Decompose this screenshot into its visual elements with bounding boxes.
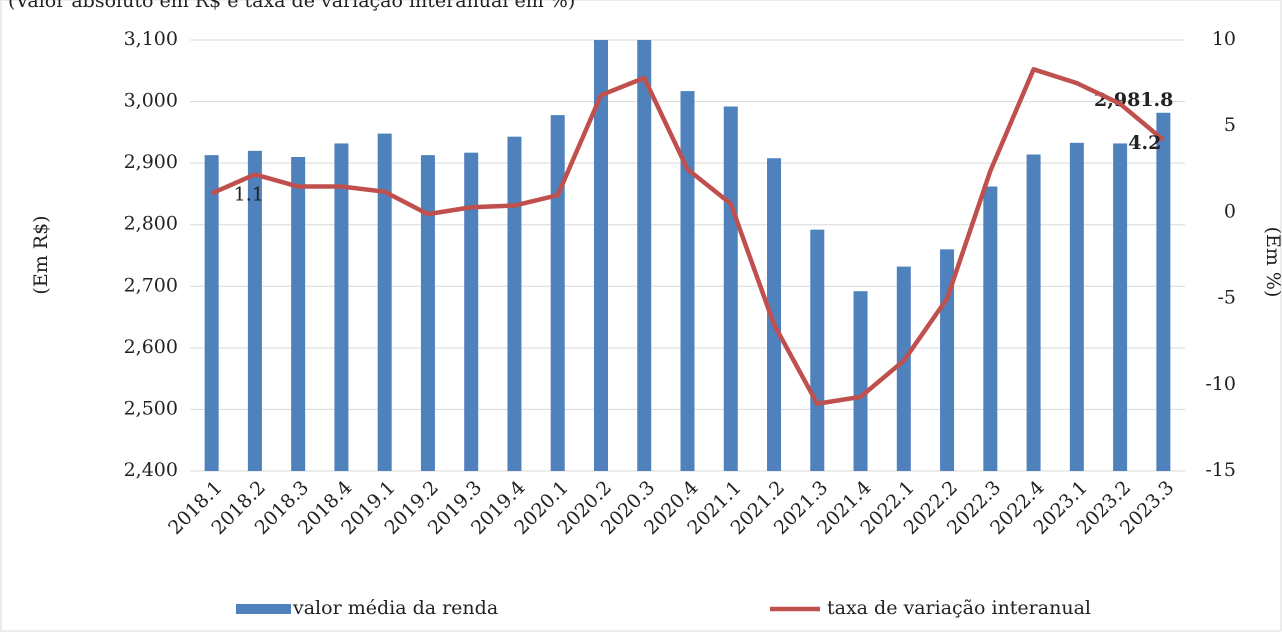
bar xyxy=(593,40,608,471)
bar xyxy=(1156,112,1171,471)
bar xyxy=(334,143,349,471)
y-tick-label: 2,700 xyxy=(124,274,178,296)
legend-label: taxa de variação interanual xyxy=(827,597,1091,619)
y2-tick-label: 5 xyxy=(1224,114,1236,136)
bar xyxy=(507,136,522,471)
y2-axis-label: (Em %) xyxy=(1262,227,1282,298)
bar xyxy=(464,152,479,471)
y-tick-label: 2,800 xyxy=(124,213,178,235)
legend-label: valor média da renda xyxy=(292,597,498,619)
bar xyxy=(853,291,868,471)
bars xyxy=(204,40,1171,471)
y2-tick-label: 0 xyxy=(1224,200,1236,222)
bar xyxy=(247,150,262,471)
bar xyxy=(767,158,782,471)
line-value-label: 1.1 xyxy=(234,183,264,205)
line-series xyxy=(210,67,1165,407)
bar xyxy=(420,155,435,471)
bar xyxy=(723,106,738,471)
bar xyxy=(983,186,998,471)
bar xyxy=(204,155,219,471)
line-value-label: 4.2 xyxy=(1128,132,1161,154)
bar xyxy=(377,133,392,471)
bar xyxy=(550,115,565,471)
y-tick-label: 2,600 xyxy=(124,336,178,358)
y-tick-label: 3,100 xyxy=(124,28,178,50)
bar xyxy=(291,156,306,471)
bar xyxy=(1113,143,1128,471)
bar xyxy=(896,266,911,471)
y2-tick-label: -15 xyxy=(1205,459,1236,481)
y2-tick-label: -10 xyxy=(1205,373,1236,395)
bar xyxy=(810,229,825,471)
bar xyxy=(680,91,695,471)
bar xyxy=(1069,142,1084,471)
legend-swatch xyxy=(236,604,291,614)
bar-value-label: 2,981.8 xyxy=(1094,89,1173,111)
y-axis-label: (Em R$) xyxy=(30,215,52,294)
y-tick-label: 2,900 xyxy=(124,151,178,173)
y-tick-label: 2,400 xyxy=(124,459,178,481)
y2-tick-label: 10 xyxy=(1212,28,1236,50)
bar xyxy=(637,40,652,471)
y-tick-label: 3,000 xyxy=(124,90,178,112)
y2-tick-label: -5 xyxy=(1217,287,1236,309)
y-tick-label: 2,500 xyxy=(124,397,178,419)
bar xyxy=(1026,154,1041,471)
chart-subtitle: (Valor absoluto em R$ e taxa de variação… xyxy=(8,0,575,12)
